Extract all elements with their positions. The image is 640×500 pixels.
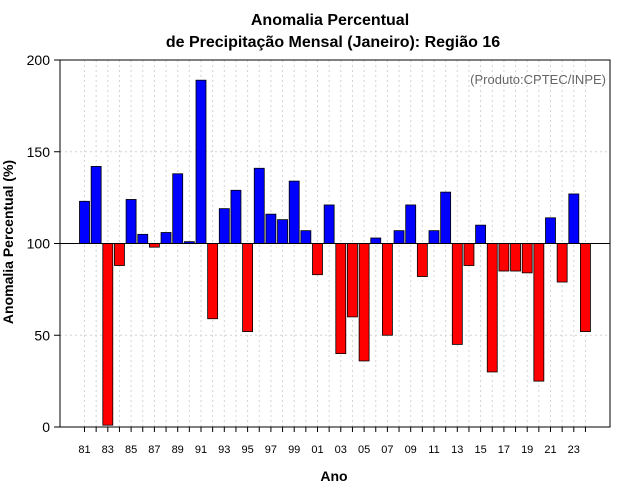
bar-92 — [207, 243, 219, 320]
y-tick-label: 100 — [27, 236, 51, 252]
bar-12 — [440, 191, 452, 244]
y-tick-label: 200 — [27, 52, 51, 68]
bar-19 — [521, 243, 533, 274]
bar-94 — [230, 189, 242, 244]
bar-15 — [475, 224, 487, 244]
bar-24 — [580, 243, 591, 332]
x-tick-label: 95 — [241, 444, 253, 456]
bar-08 — [393, 230, 405, 244]
bar-91 — [195, 79, 207, 244]
x-tick-label: 05 — [358, 444, 370, 456]
x-tick-label: 23 — [568, 444, 580, 456]
x-tick-label: 85 — [125, 444, 137, 456]
bar-22 — [556, 243, 568, 283]
bar-86 — [137, 233, 149, 244]
bar-16 — [486, 243, 498, 373]
grid-layer — [60, 59, 610, 428]
chart-subtitle: de Precipitação Mensal (Janeiro): Região… — [166, 34, 500, 51]
bar-87 — [148, 243, 160, 248]
bar-21 — [545, 217, 556, 244]
bar-09 — [405, 204, 417, 244]
bar-98 — [277, 219, 288, 244]
bar-07 — [381, 243, 393, 336]
x-tick-label: 19 — [521, 444, 533, 456]
credit-text: (Produto:CPTEC/INPE) — [470, 72, 606, 87]
x-tick-label: 99 — [288, 444, 300, 456]
bar-03 — [335, 243, 347, 354]
x-axis-label: Ano — [320, 468, 347, 484]
bar-84 — [114, 243, 125, 266]
bar-85 — [125, 199, 137, 244]
x-axis: 81 83 85 87 89 91 93 95 97 99 01 03 05 07 09 11 13 15 17 19… — [78, 427, 586, 456]
bar-82 — [90, 166, 102, 244]
bar-99 — [288, 180, 300, 244]
y-tick-label: 0 — [42, 419, 50, 435]
y-axis-label: Anomalia Percentual (%) — [0, 160, 16, 324]
x-tick-label: 97 — [265, 444, 277, 456]
y-axis: 0 50 100 150 200 — [27, 52, 60, 435]
bar-83 — [102, 243, 114, 426]
x-tick-label: 01 — [311, 444, 323, 456]
x-tick-label: 87 — [148, 444, 160, 456]
bar-02 — [323, 204, 335, 244]
bar-10 — [416, 243, 428, 277]
bar-14 — [463, 243, 475, 266]
x-tick-label: 15 — [474, 444, 486, 456]
x-tick-label: 17 — [498, 444, 510, 456]
x-tick-label: 13 — [451, 444, 463, 456]
y-tick-label: 150 — [27, 144, 51, 160]
bar-23 — [568, 193, 580, 244]
x-tick-label: 81 — [78, 444, 90, 456]
x-tick-label: 89 — [172, 444, 184, 456]
x-tick-label: 83 — [102, 444, 114, 456]
bar-93 — [218, 208, 230, 244]
x-tick-label: 03 — [335, 444, 347, 456]
bar-04 — [347, 243, 358, 318]
bar-81 — [79, 200, 90, 244]
bar-06 — [370, 237, 382, 244]
bar-13 — [451, 243, 463, 345]
bar-97 — [265, 213, 277, 244]
x-tick-label: 09 — [405, 444, 417, 456]
bar-95 — [242, 243, 254, 332]
y-tick-label: 50 — [34, 327, 50, 343]
bar-89 — [172, 173, 184, 244]
bar-18 — [510, 243, 521, 272]
x-tick-label: 07 — [381, 444, 393, 456]
x-tick-label: 93 — [218, 444, 230, 456]
bar-88 — [160, 232, 172, 244]
chart-title: Anomalia Percentual — [251, 12, 409, 29]
x-tick-label: 21 — [544, 444, 556, 456]
bar-01 — [312, 243, 323, 276]
bar-20 — [533, 243, 545, 382]
x-tick-label: 91 — [195, 444, 207, 456]
bar-96 — [253, 167, 265, 244]
x-tick-label: 11 — [428, 444, 439, 456]
bar-05 — [358, 243, 370, 362]
bar-11 — [428, 230, 440, 244]
bar-00 — [300, 230, 312, 244]
bar-layer — [79, 79, 591, 426]
bar-17 — [498, 243, 510, 272]
